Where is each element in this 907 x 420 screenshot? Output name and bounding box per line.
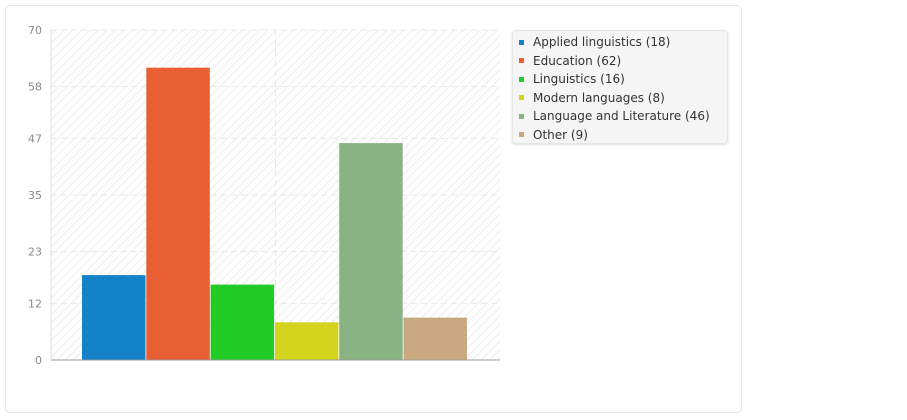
legend-swatch xyxy=(519,39,524,45)
legend-swatch xyxy=(519,132,524,138)
legend-item[interactable]: Applied linguistics (18) xyxy=(519,33,727,52)
bar-language-and-literature[interactable] xyxy=(339,143,403,360)
y-tick-label: 35 xyxy=(28,189,42,202)
legend-item[interactable]: Education (62) xyxy=(519,52,727,71)
bar-other[interactable] xyxy=(403,317,468,360)
legend-swatch xyxy=(519,76,524,82)
bar-education[interactable] xyxy=(146,67,210,360)
legend-item[interactable]: Language and Literature (46) xyxy=(519,107,727,126)
y-tick-label: 58 xyxy=(28,81,42,94)
bar-modern-languages[interactable] xyxy=(274,322,339,360)
gridlines xyxy=(51,29,500,360)
y-tick-labels: 0 12 23 35 47 58 70 xyxy=(28,24,42,367)
legend-item[interactable]: Other (9) xyxy=(519,126,727,145)
legend-label: Other (9) xyxy=(533,127,588,142)
legend-label: Modern languages (8) xyxy=(533,90,665,105)
legend-swatch xyxy=(519,58,524,64)
axes xyxy=(50,30,500,361)
legend-item[interactable]: Modern languages (8) xyxy=(519,89,727,108)
y-tick-label: 12 xyxy=(28,297,42,310)
y-tick-label: 70 xyxy=(28,24,42,37)
legend-label: Linguistics (16) xyxy=(533,72,625,87)
bar-linguistics[interactable] xyxy=(210,284,275,360)
y-tick-label: 0 xyxy=(35,354,42,367)
y-tick-label: 23 xyxy=(28,246,42,259)
legend-label: Applied linguistics (18) xyxy=(533,35,671,50)
y-tick-label: 47 xyxy=(28,132,42,145)
legend: Applied linguistics (18) Education (62) Li… xyxy=(512,30,728,144)
legend-item[interactable]: Linguistics (16) xyxy=(519,70,727,89)
legend-label: Language and Literature (46) xyxy=(533,109,710,124)
legend-swatch xyxy=(519,95,524,101)
bar-applied-linguistics[interactable] xyxy=(82,275,146,360)
legend-label: Education (62) xyxy=(533,53,622,68)
bars xyxy=(82,67,468,360)
legend-swatch xyxy=(519,113,524,119)
